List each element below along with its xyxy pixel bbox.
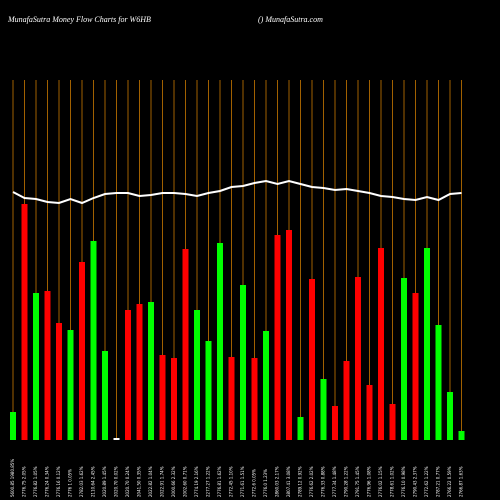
x-tick-label: 2778.61 1.02% [390,466,395,497]
x-tick-label: 2774.19 2.16% [194,466,199,497]
x-tick-label: 2776.16 0.12% [56,466,61,497]
x-tick-label: 2002.60 0.71% [183,466,188,497]
bar [251,358,258,440]
x-tick-label: 2766.87 1.63% [459,466,464,497]
x-tick-label: 2776.96 1.08% [367,466,372,497]
x-tick-label: 2771.61 1.51% [240,466,245,497]
bar [102,351,108,440]
bar [33,293,39,440]
bar [435,325,442,440]
money-flow-line [12,179,462,205]
x-tick-label: 2772.6 0.05% [252,469,257,497]
x-tick-label: 2776.02 1.15% [378,466,383,497]
x-tick-label: 2110.64 2.45% [91,466,96,497]
bar [44,291,51,440]
bar [113,438,120,440]
x-tick-label: 2776.10 0.98% [401,466,406,497]
bar [67,330,74,440]
bar [10,412,16,440]
bar [90,241,97,440]
x-tick-label: 2022.91 1.74% [160,466,165,497]
x-tick-label: 2790.43 2.37% [413,466,418,497]
x-tick-label: 2776.0 1.23% [263,469,268,497]
x-tick-label: 2776.81 1.62% [217,466,222,497]
bar [447,392,453,440]
x-tick-label: 2791.75 1.45% [355,466,360,497]
bar [79,262,85,440]
bar [297,417,304,440]
bar [366,385,373,440]
bar [56,323,62,440]
bar [21,204,28,440]
bar [205,341,212,440]
x-tick-label: 2022.82 1.04% [148,466,153,497]
bar [159,355,166,440]
bar [458,431,465,440]
x-tick-label: 2776 1 0.05% [68,469,73,497]
x-tick-label: 2776.62 2.02% [309,466,314,497]
x-tick-label: 2020.89 1.45% [102,466,107,497]
bar [194,310,200,440]
bar [217,243,223,440]
bar [148,302,154,440]
x-tick-label: 2777.34 1.48% [332,466,337,497]
bar [424,248,430,440]
bar [332,406,338,440]
bar [378,248,384,440]
bar [309,279,315,440]
chart-title: MunafaSutra Money Flow Charts for W6HB [7,15,151,24]
x-tick-label: 2020.70 0.24% [125,466,130,497]
x-tick-label: 2772.45 1.10% [229,466,234,497]
bar [136,304,143,440]
bar [389,404,396,440]
bar [274,235,281,440]
x-tick-label: 2277.27 1.22% [206,466,211,497]
chart-subtitle: () MunafaSutra.com [258,15,323,24]
x-tick-label: 2776.24 0.34% [45,466,50,497]
bar [228,357,235,440]
bar [320,379,327,440]
x-tick-label: 5600.85 1980.85% [10,459,15,497]
x-tick-label: 2860.03 2.17% [275,466,280,497]
bar [171,358,177,440]
x-tick-label: 2776.75 2.05% [22,466,27,497]
x-tick-label: 2000.66 2.32% [171,466,176,497]
bar [355,277,361,440]
x-tick-label: 2776.82 1.05% [33,466,38,497]
x-tick-label: 2782.03 1.62% [79,466,84,497]
x-tick-label: 2041.50 0.35% [137,466,142,497]
bar [401,278,407,440]
bar [182,249,189,440]
x-tick-label: 2020.70 0.02% [114,466,119,497]
x-tick-label: 2789.12 0.92% [298,466,303,497]
bar [240,285,246,440]
bar [412,293,419,440]
x-tick-label: 2787.21 0.77% [436,466,441,497]
bar [343,361,350,440]
bar [263,331,269,440]
x-tick-label: 2790.28 1.22% [344,466,349,497]
x-tick-label: 2807.41 3.08% [286,466,291,497]
bar [125,310,131,440]
x-tick-label: 2766.22 0.59% [447,466,452,497]
bar [286,230,292,440]
x-tick-label: 2772.62 1.22% [424,466,429,497]
x-tick-label: 2776.33 0.88% [321,466,326,497]
